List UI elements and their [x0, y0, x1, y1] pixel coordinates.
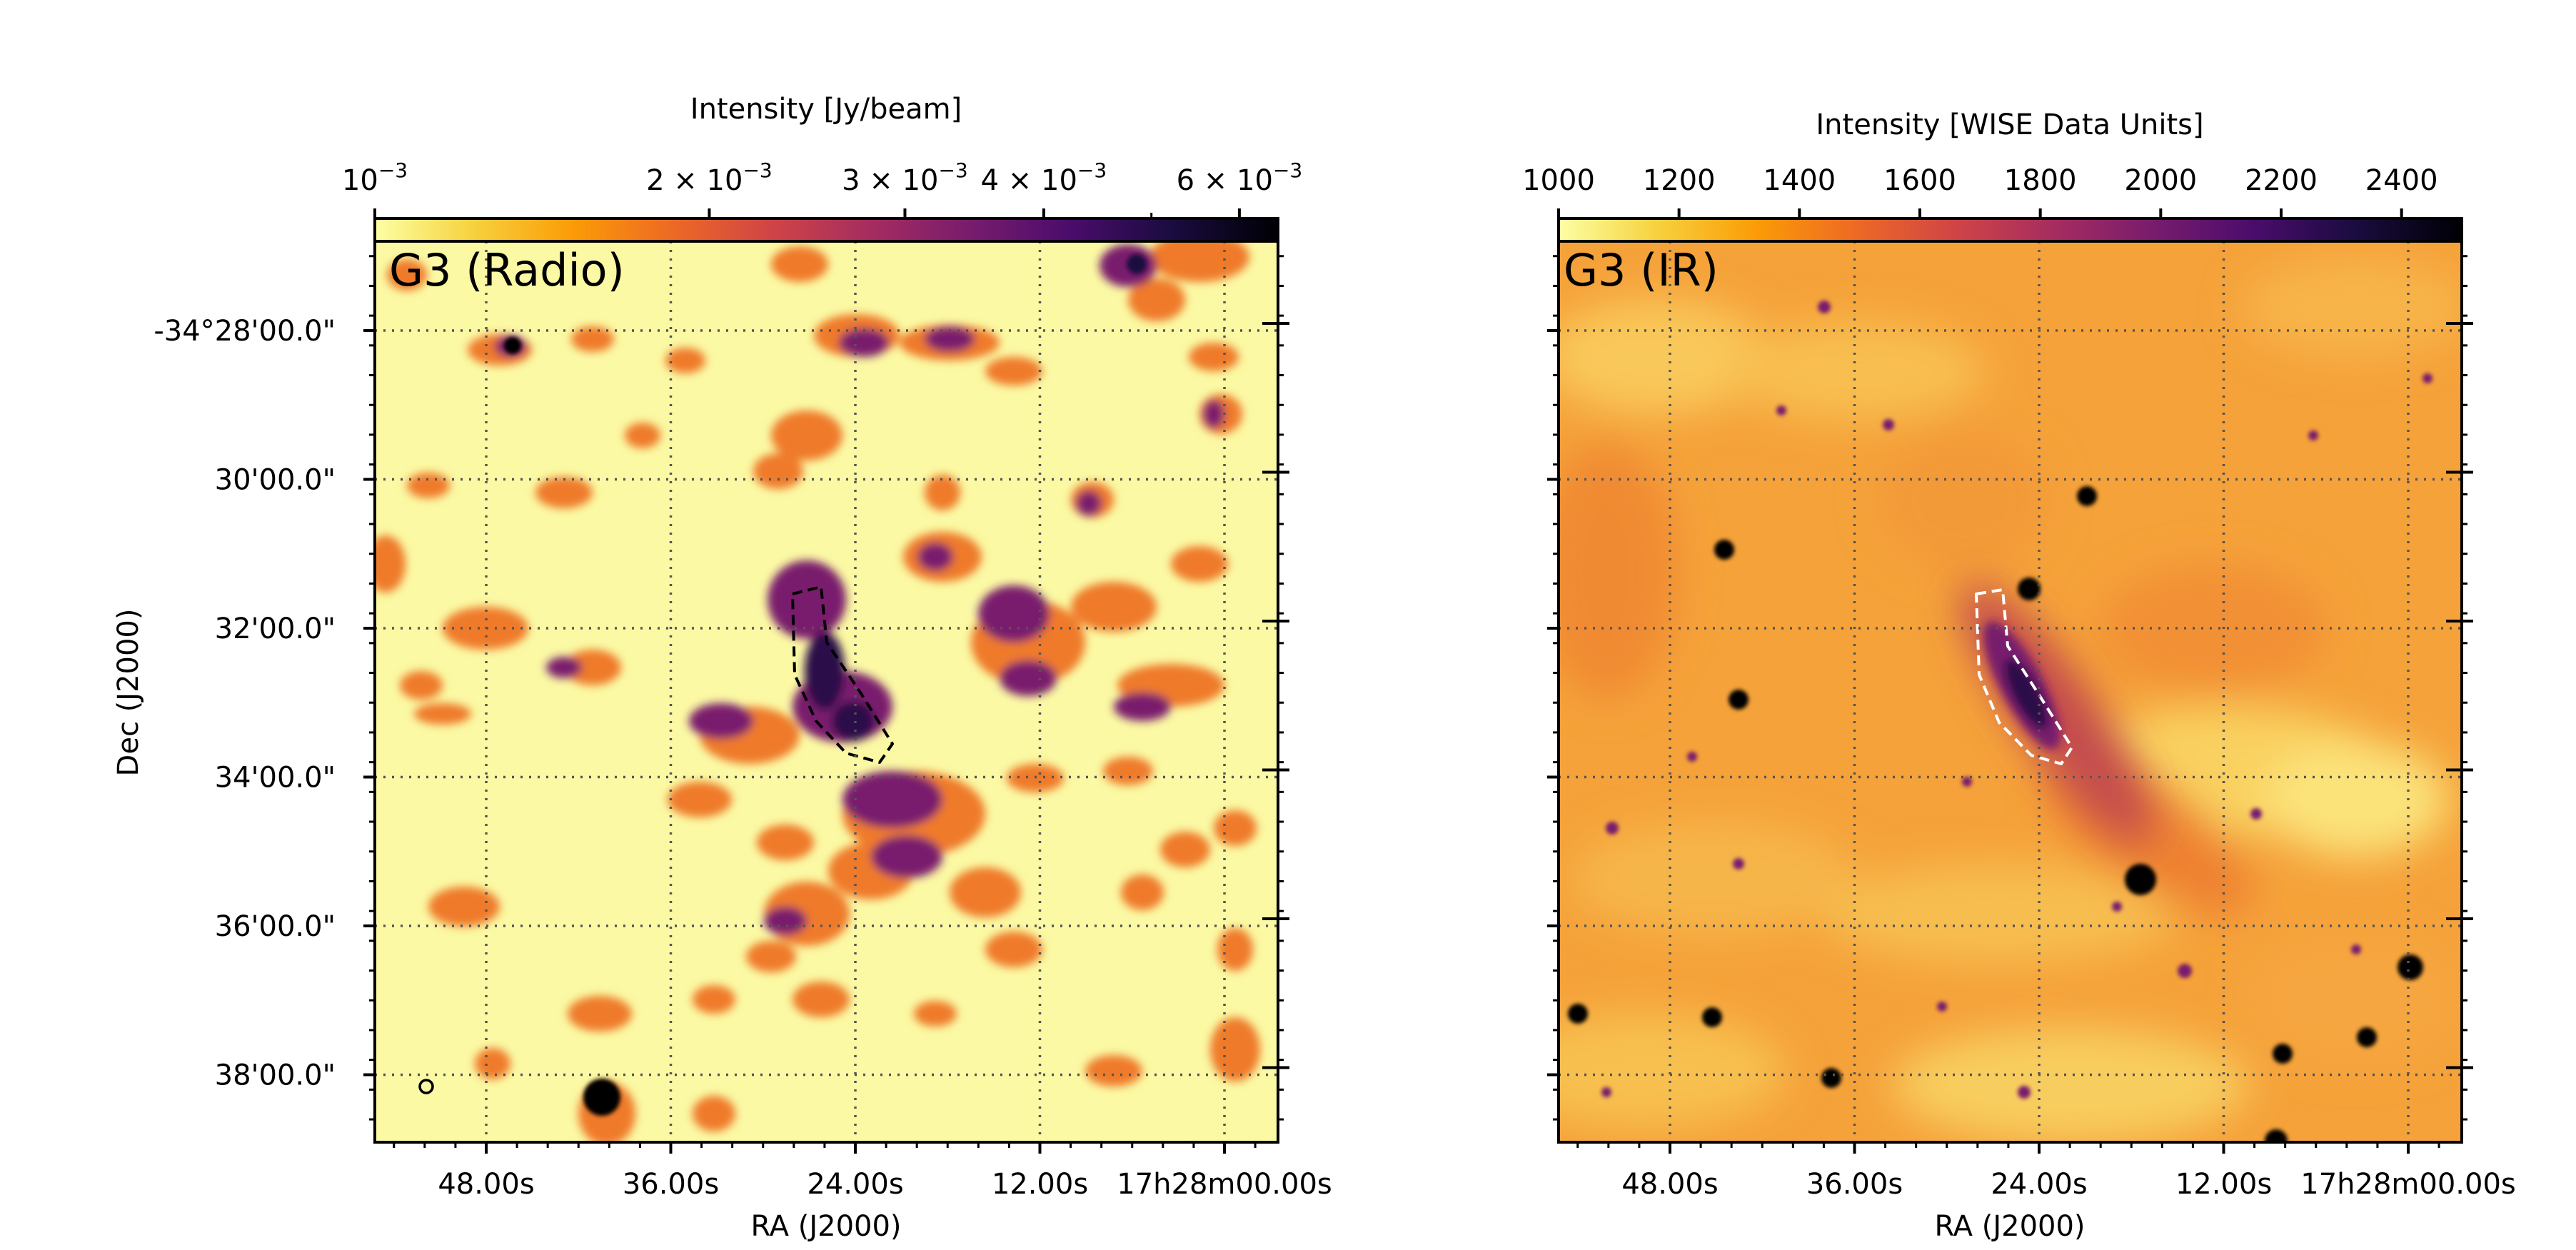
radio-ytick-label: 38'00.0"	[215, 1059, 336, 1092]
ir-colorbar-tick-label: 1200	[1643, 164, 1716, 197]
ir-xtick-label: 36.00s	[1806, 1168, 1903, 1201]
ir-xtick-label: 24.00s	[1991, 1168, 2087, 1201]
radio-ytick-label: 36'00.0"	[215, 910, 336, 943]
ir-xlabel: RA (J2000)	[1934, 1210, 2085, 1243]
radio-axis-tick-labels: 48.00s 36.00s 24.00s 12.00s 17h28m00.00s -34°…	[154, 315, 1332, 1201]
radio-xtick-label: 48.00s	[438, 1168, 534, 1201]
beam-marker	[418, 1079, 434, 1094]
ir-xtick-label: 12.00s	[2175, 1168, 2272, 1201]
ir-colorbar-tick-label: 1400	[1763, 164, 1836, 197]
ir-colorbar-tick-label: 1600	[1883, 164, 1956, 197]
radio-colorbar-tick-label: 3 × 10−3	[842, 158, 968, 197]
radio-xlabel: RA (J2000)	[750, 1210, 901, 1243]
radio-ytick-label: 30'00.0"	[215, 464, 336, 497]
radio-axis-ticks	[363, 255, 1289, 1154]
radio-xtick-label: 12.00s	[992, 1168, 1088, 1201]
radio-ytick-label: 32'00.0"	[215, 613, 336, 645]
radio-colorbar-label: Intensity [Jy/beam]	[690, 93, 962, 126]
ir-region-outline	[1975, 588, 2073, 765]
radio-ytick-label: 34'00.0"	[215, 762, 336, 795]
radio-xtick-label: 17h28m00.00s	[1117, 1168, 1332, 1201]
radio-colorbar-tick-label: 4 × 10−3	[981, 158, 1107, 197]
radio-ytick-label: -34°28'00.0"	[154, 315, 336, 348]
ir-colorbar-tick-label: 1000	[1522, 164, 1595, 197]
radio-xtick-label: 24.00s	[807, 1168, 903, 1201]
ir-axis-ticks	[1547, 255, 2473, 1154]
radio-panel: Intensity [Jy/beam] 10−3 2 × 10−3 3 × 10−3…	[112, 93, 1332, 1243]
ir-xtick-label: 17h28m00.00s	[2300, 1168, 2515, 1201]
radio-colorbar-ticks: 10−3 2 × 10−3 3 × 10−3 4 × 10−3 6 × 10−3	[342, 158, 1302, 218]
ir-panel-label: G3 (IR)	[1564, 244, 1719, 296]
ir-image	[1559, 241, 2462, 1142]
radio-ylabel: Dec (J2000)	[112, 609, 145, 777]
ir-colorbar-tick-label: 2400	[2365, 164, 2438, 197]
ir-colorbar-tick-label: 1800	[2004, 164, 2077, 197]
radio-xtick-label: 36.00s	[623, 1168, 719, 1201]
radio-panel-label: G3 (Radio)	[389, 244, 625, 296]
radio-colorbar-tick-label: 2 × 10−3	[646, 158, 773, 197]
radio-region-outline	[791, 585, 894, 764]
ir-colorbar-tick-label: 2000	[2124, 164, 2197, 197]
ir-axis-tick-labels: 48.00s 36.00s 24.00s 12.00s 17h28m00.00s	[1621, 1168, 2515, 1201]
ir-colorbar-ticks: 1000 1200 1400 1600 1800 2000 2200 2400	[1522, 164, 2438, 218]
radio-colorbar-tick-label: 10−3	[342, 158, 408, 197]
ir-panel: Intensity [WISE Data Units] 1000 1200 1400…	[1522, 109, 2516, 1243]
radio-colorbar-tick-label: 6 × 10−3	[1177, 158, 1303, 197]
ir-colorbar-tick-label: 2200	[2245, 164, 2318, 197]
radio-image	[375, 241, 1278, 1142]
ir-colorbar-label: Intensity [WISE Data Units]	[1816, 109, 2203, 141]
ir-xtick-label: 48.00s	[1621, 1168, 1718, 1201]
